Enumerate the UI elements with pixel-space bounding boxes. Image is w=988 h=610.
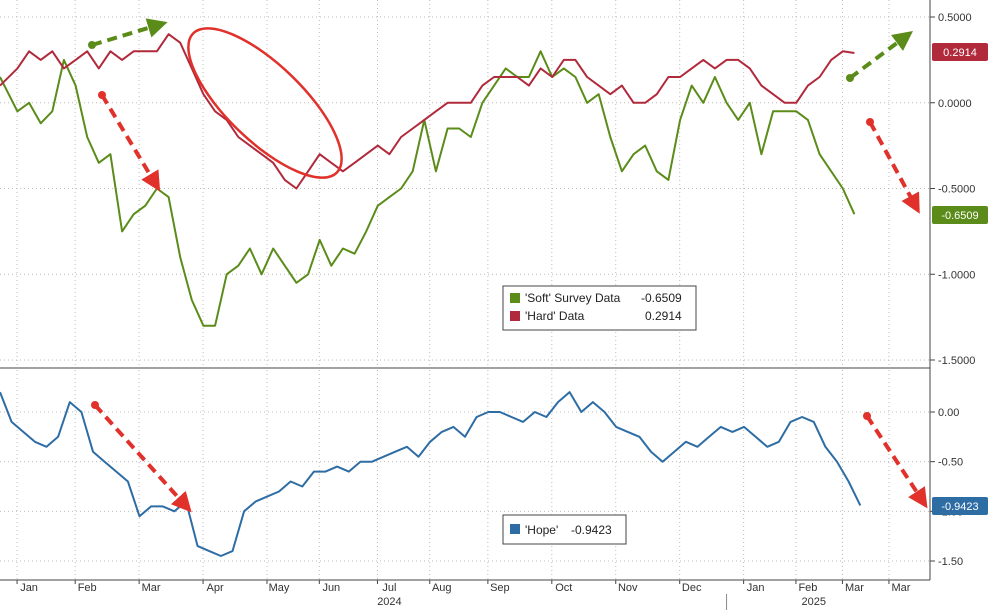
y-tick-label: -1.0000 xyxy=(938,269,975,281)
green-arrow-early xyxy=(91,18,168,47)
y-tick-label: 0.00 xyxy=(938,407,959,419)
red-arrow-soft-early-start xyxy=(98,91,106,99)
x-tick-label: Mar xyxy=(891,582,910,594)
top-panel-grid xyxy=(0,0,930,366)
legend-label-soft: 'Soft' Survey Data xyxy=(525,291,621,305)
hard-data-decline-ellipse xyxy=(187,27,343,179)
legend-swatch-soft xyxy=(510,293,520,303)
y-tick-label: -1.50 xyxy=(938,556,963,568)
red-arrow-hope-early xyxy=(93,403,192,513)
red-arrow-hope-late-start xyxy=(863,412,871,420)
x-tick-label: Jun xyxy=(322,582,340,594)
annotations xyxy=(88,18,928,513)
x-tick-label: Feb xyxy=(78,582,97,594)
x-tick-label: Aug xyxy=(432,582,452,594)
top-legend: 'Soft' Survey Data -0.6509 'Hard' Data 0… xyxy=(502,285,697,331)
y-tick-label: 0.0000 xyxy=(938,98,972,110)
legend-value-soft: -0.6509 xyxy=(641,291,682,305)
last-value-hard: 0.2914 xyxy=(943,47,977,59)
red-arrow-soft-late-start xyxy=(866,118,874,126)
x-tick-label: Jul xyxy=(382,582,396,594)
top-panel-series xyxy=(0,33,856,327)
bottom-panel-grid xyxy=(0,370,930,580)
green-arrow-late-start xyxy=(846,74,854,82)
last-value-hope: -0.9423 xyxy=(941,501,978,513)
y-tick-label: -1.5000 xyxy=(938,355,975,367)
red-arrow-hope-late xyxy=(865,414,928,509)
green-arrow-late xyxy=(848,31,914,80)
series-line-softsurveydata xyxy=(0,50,856,327)
last-value-tag-hard: 0.2914 xyxy=(932,43,988,61)
x-axis-ticks: Jan Feb Mar Apr May Jun Jul Aug Sep Oct Nov Dec Jan F… xyxy=(16,580,911,610)
legend-swatch-hope xyxy=(510,524,520,534)
x-tick-label: Mar xyxy=(845,582,864,594)
x-tick-label: Apr xyxy=(207,582,224,594)
legend-label-hope: 'Hope' xyxy=(525,523,558,537)
last-value-soft: -0.6509 xyxy=(941,210,978,222)
y-tick-label: -0.5000 xyxy=(938,184,975,196)
x-tick-label: Jan xyxy=(747,582,765,594)
last-value-tag-hope: -0.9423 xyxy=(932,497,988,515)
x-tick-label: Mar xyxy=(142,582,161,594)
x-tick-label: Dec xyxy=(682,582,702,594)
legend-label-hard: 'Hard' Data xyxy=(525,309,585,323)
bottom-legend-box xyxy=(502,514,627,545)
series-line-hope xyxy=(0,391,862,557)
bottom-y-axis-ticks: 0.00-0.50-1.00-1.50 xyxy=(930,407,963,568)
y-tick-label: 0.5000 xyxy=(938,12,972,24)
bottom-panel-series xyxy=(0,391,862,557)
green-arrow-early-start xyxy=(88,41,96,49)
top-legend-box xyxy=(502,285,697,331)
red-arrow-soft-early xyxy=(100,93,161,192)
bottom-legend: 'Hope' -0.9423 xyxy=(502,514,627,545)
x-tick-label: Jan xyxy=(20,582,38,594)
red-arrow-soft-late xyxy=(868,121,920,214)
x-tick-label: Feb xyxy=(798,582,817,594)
red-arrow-hope-early-start xyxy=(91,401,99,409)
y-tick-label: -0.50 xyxy=(938,457,963,469)
last-value-tag-soft: -0.6509 xyxy=(932,206,988,224)
series-line-harddata xyxy=(0,33,855,190)
x-tick-label: Nov xyxy=(618,582,638,594)
x-tick-label: Sep xyxy=(490,582,510,594)
x-year-label: 2024 xyxy=(377,596,401,608)
legend-swatch-hard xyxy=(510,311,520,321)
legend-value-hard: 0.2914 xyxy=(645,309,682,323)
legend-value-hope: -0.9423 xyxy=(571,523,612,537)
top-y-axis-ticks: 0.5000 0.0000 -0.5000 -1.0000 -1.5000 xyxy=(930,12,975,367)
x-tick-label: May xyxy=(269,582,290,594)
x-tick-label: Oct xyxy=(555,582,572,594)
x-year-label: 2025 xyxy=(802,596,826,608)
